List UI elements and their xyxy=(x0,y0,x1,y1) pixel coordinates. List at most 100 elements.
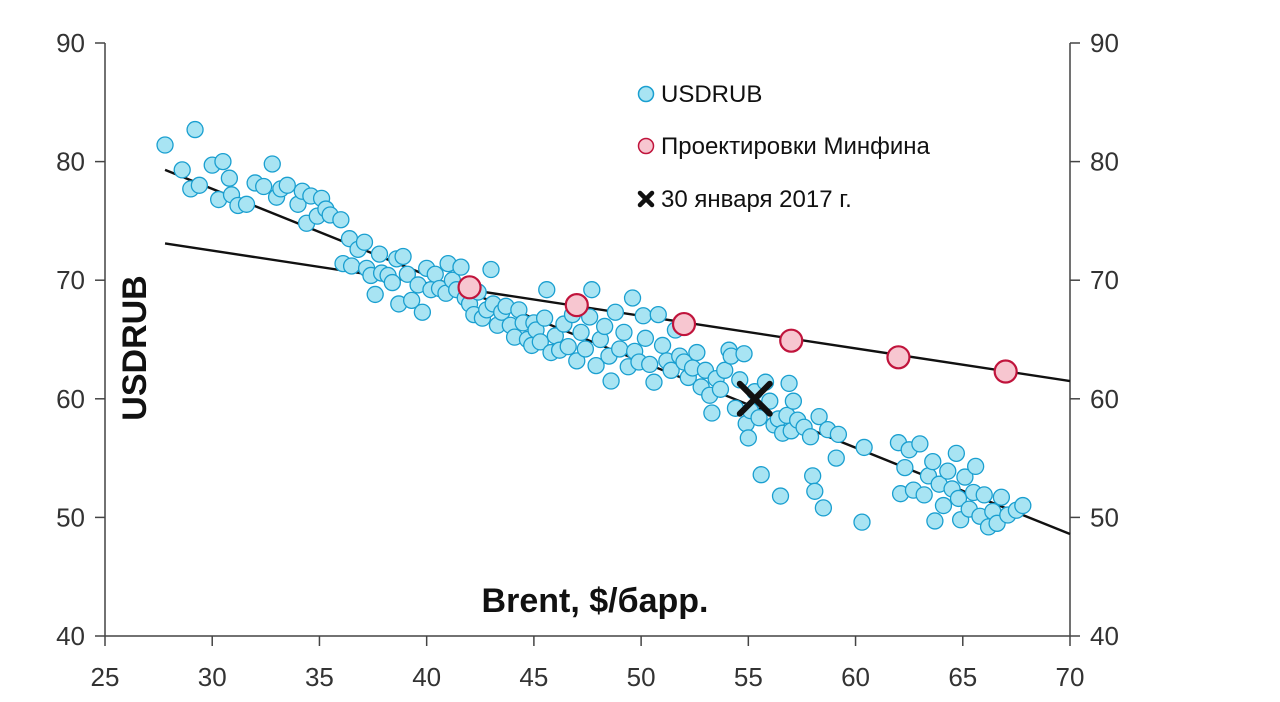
usdrub-point xyxy=(926,512,944,530)
y-tick-label: 60 xyxy=(56,384,85,414)
usdrub-point xyxy=(896,458,914,477)
usdrub-point xyxy=(559,337,577,356)
y2-tick-label: 70 xyxy=(1090,265,1119,295)
y2-tick-label: 50 xyxy=(1090,502,1119,532)
date-marker xyxy=(736,380,773,417)
legend-usdrub-label: USDRUB xyxy=(661,81,762,108)
usdrub-point xyxy=(482,260,500,279)
usdrub-point xyxy=(939,462,957,480)
usdrub-point xyxy=(739,429,757,447)
usdrub-point xyxy=(829,425,848,444)
x-tick-label: 65 xyxy=(948,662,977,692)
legend-date-icon xyxy=(637,190,655,208)
usdrub-point xyxy=(426,265,444,283)
legend-minfin-label: Проектировки Минфина xyxy=(661,133,931,160)
usdrub-point xyxy=(615,323,633,342)
usdrub-point xyxy=(780,374,798,393)
y-axis-title: USDRUB xyxy=(116,275,154,420)
usdrub-point xyxy=(934,496,953,515)
usdrub-point xyxy=(355,233,374,251)
usdrub-point xyxy=(263,155,281,173)
minfin-point xyxy=(564,293,589,318)
usdrub-point xyxy=(634,307,652,325)
usdrub-point xyxy=(827,449,845,467)
minfin-point xyxy=(457,275,482,300)
usdrub-point xyxy=(587,356,605,375)
usdrub-point xyxy=(784,392,803,410)
usdrub-point xyxy=(911,435,929,453)
axes xyxy=(104,43,1071,637)
y-tick-label: 90 xyxy=(56,28,85,58)
x-tick-label: 60 xyxy=(841,662,870,692)
x-tick-label: 30 xyxy=(198,662,227,692)
usdrub-point xyxy=(855,438,873,457)
usdrub-point xyxy=(956,468,974,486)
usdrub-point xyxy=(641,355,659,374)
legend-minfin-swatch xyxy=(637,137,655,155)
y2-tick-label: 40 xyxy=(1090,621,1119,651)
usdrub-point xyxy=(949,489,968,508)
usdrub-point xyxy=(810,407,828,426)
legend: USDRUB Проектировки Минфина 30 января 20… xyxy=(637,81,931,213)
y2-tick-label: 60 xyxy=(1090,384,1119,414)
usdrub-point xyxy=(853,513,871,531)
usdrub-point xyxy=(611,340,629,358)
usdrub-point xyxy=(653,336,672,355)
usdrub-point xyxy=(688,343,706,362)
usdrub-point xyxy=(662,361,680,379)
minfin-point xyxy=(993,359,1018,384)
usdrub-point xyxy=(572,323,590,342)
y-tick-label: 50 xyxy=(56,502,85,532)
usdrub-point xyxy=(1014,496,1032,515)
usdrub-point xyxy=(342,257,361,275)
usdrub-point xyxy=(568,352,586,370)
y2-tick-label: 80 xyxy=(1090,147,1119,177)
x-tick-label: 70 xyxy=(1056,662,1085,692)
usdrub-point xyxy=(761,392,779,410)
usdrub-point xyxy=(947,444,965,463)
x-tick-label: 35 xyxy=(305,662,334,692)
usdrub-point xyxy=(383,273,402,292)
y-tick-label: 70 xyxy=(56,265,85,295)
usdrub-point xyxy=(237,195,256,213)
usdrub-point xyxy=(214,152,232,171)
date-marker-x xyxy=(736,380,773,417)
usdrub-point xyxy=(156,136,174,154)
usdrub-point xyxy=(814,499,833,517)
usdrub-point xyxy=(186,120,204,139)
usdrub-point xyxy=(752,466,770,484)
usdrub-point xyxy=(535,309,554,327)
usdrub-point xyxy=(576,340,595,358)
usdrub-point xyxy=(366,285,384,304)
x-tick-label: 45 xyxy=(519,662,548,692)
minfin-point xyxy=(671,311,697,337)
legend-usdrub-swatch xyxy=(637,85,655,103)
usdrub-point xyxy=(623,289,642,307)
usdrub-point xyxy=(975,486,993,504)
usdrub-points xyxy=(156,120,1032,536)
x-axis-title: Brent, $/барр. xyxy=(482,582,709,620)
usdrub-point xyxy=(711,380,730,398)
usdrub-point xyxy=(735,345,753,363)
usdrub-point xyxy=(645,373,663,391)
usdrub-point xyxy=(750,409,768,427)
usdrub-point xyxy=(801,428,820,446)
date-marker-stroke xyxy=(736,380,773,417)
usdrub-point xyxy=(398,265,417,283)
usdrub-point xyxy=(649,305,667,324)
usdrub-point xyxy=(452,258,470,276)
usdrub-point xyxy=(602,372,620,390)
usdrub-point xyxy=(915,486,933,504)
y2-tick-label: 90 xyxy=(1090,28,1119,58)
usdrub-point xyxy=(173,161,191,179)
usdrub-point xyxy=(538,281,556,299)
x-ticks: 25 30 35 40 45 50 55 60 65 70 xyxy=(91,636,1085,692)
usdrub-point xyxy=(806,482,824,500)
x-tick-label: 40 xyxy=(412,662,441,692)
y-ticks-right: 40 50 60 70 80 90 xyxy=(1070,28,1119,651)
usdrub-point xyxy=(394,247,412,266)
usdrub-point xyxy=(804,467,822,485)
y-ticks-left: 40 50 60 70 80 90 xyxy=(56,28,105,651)
usdrub-point xyxy=(531,333,549,351)
